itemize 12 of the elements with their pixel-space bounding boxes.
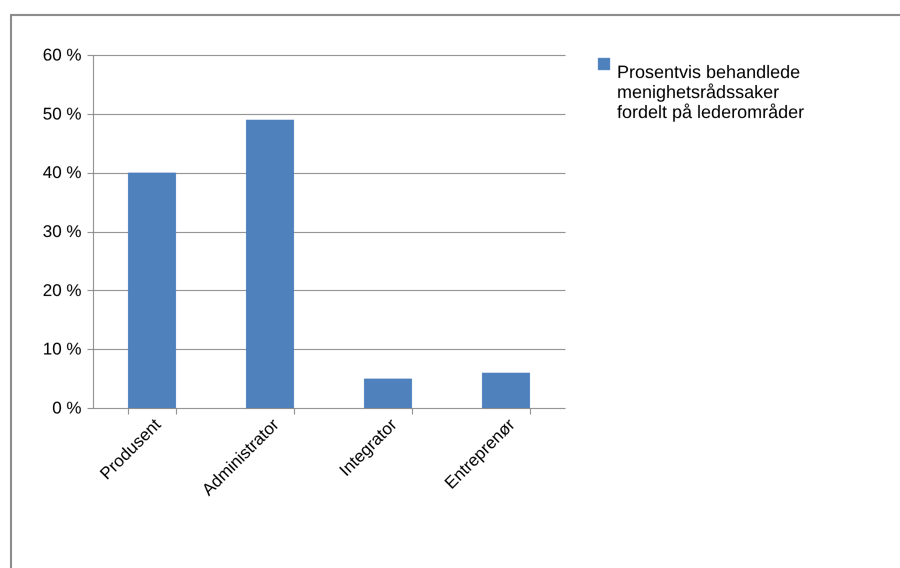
y-tick-label: 30 % (42, 222, 82, 241)
legend-label: Prosentvis behandlede menighetsrådssaker fordelt på lederområder (617, 62, 804, 122)
bar (482, 372, 530, 408)
y-tick-label: 0 % (52, 398, 82, 418)
bar (246, 120, 294, 408)
y-tick-label: 40 % (42, 163, 82, 182)
y-tick-label: 50 % (42, 104, 82, 124)
y-tick-label: 20 % (42, 280, 82, 300)
y-tick-label: 10 % (42, 340, 82, 359)
y-tick-label: 60 % (42, 46, 82, 64)
bar (128, 172, 176, 408)
bar (364, 378, 412, 408)
